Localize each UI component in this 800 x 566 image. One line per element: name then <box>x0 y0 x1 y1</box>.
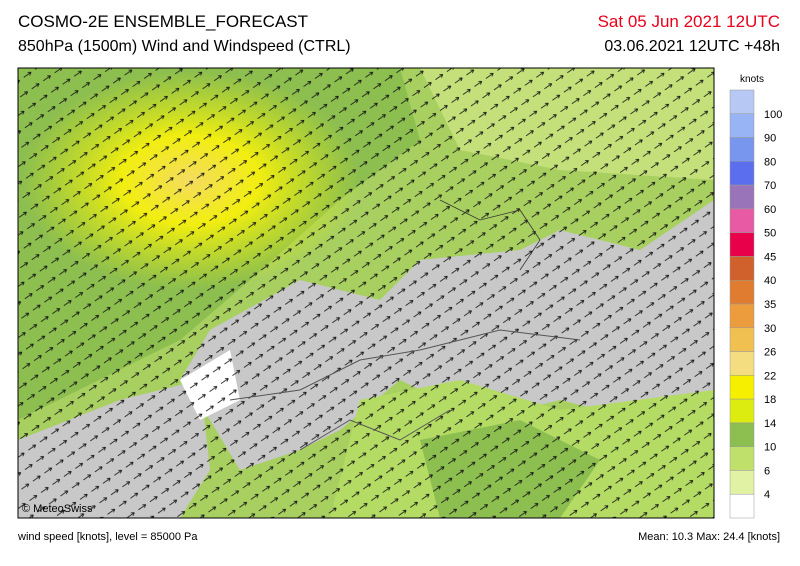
legend-swatch <box>729 89 755 115</box>
legend-label: 40 <box>764 275 776 287</box>
legend-swatch <box>729 161 755 186</box>
legend-label: 26 <box>764 347 776 359</box>
legend-swatch <box>729 327 755 352</box>
legend-label: 100 <box>764 109 782 121</box>
legend-label: 90 <box>764 133 776 145</box>
legend-swatch <box>729 493 755 519</box>
title: COSMO-2E ENSEMBLE_FORECAST <box>18 12 308 31</box>
legend-swatch <box>729 375 755 400</box>
legend-swatch <box>729 279 755 305</box>
legend-label: 10 <box>764 442 776 454</box>
legend-unit: knots <box>740 74 764 85</box>
legend-label: 35 <box>764 299 776 311</box>
legend-swatch <box>729 232 755 257</box>
legend-swatch <box>729 303 755 329</box>
legend-swatch <box>729 208 755 233</box>
legend-swatch <box>729 351 755 376</box>
legend-swatch <box>729 398 755 424</box>
legend-swatch <box>729 137 755 162</box>
legend-label: 50 <box>764 228 776 240</box>
legend: 100 90 80 70 60 50 45 40 35 30 26 22 18 14 10 6 4 <box>729 89 782 519</box>
legend-swatch <box>729 184 755 210</box>
map-frame <box>17 67 715 519</box>
legend-label: 6 <box>764 465 770 477</box>
legend-label: 60 <box>764 204 776 216</box>
legend-label: 14 <box>764 418 776 430</box>
footer-left: wind speed [knots], level = 85000 Pa <box>17 531 198 543</box>
footer-right: Mean: 10.3 Max: 24.4 [knots] <box>638 531 780 543</box>
legend-swatch <box>729 470 755 495</box>
copyright: © MeteoSwiss <box>22 503 93 515</box>
subtitle: 850hPa (1500m) Wind and Windspeed (CTRL) <box>18 38 351 55</box>
legend-swatch <box>729 422 755 447</box>
legend-swatch <box>729 256 755 281</box>
valid-time: Sat 05 Jun 2021 12UTC <box>598 12 780 31</box>
map <box>18 68 714 518</box>
legend-swatch <box>729 446 755 471</box>
legend-label: 18 <box>764 394 776 406</box>
legend-label: 45 <box>764 251 776 263</box>
legend-swatch <box>729 113 755 138</box>
legend-label: 70 <box>764 180 776 192</box>
legend-label: 4 <box>764 489 770 501</box>
legend-label: 80 <box>764 156 776 168</box>
legend-label: 22 <box>764 370 776 382</box>
legend-label: 30 <box>764 323 776 335</box>
run-time: 03.06.2021 12UTC +48h <box>604 38 780 55</box>
